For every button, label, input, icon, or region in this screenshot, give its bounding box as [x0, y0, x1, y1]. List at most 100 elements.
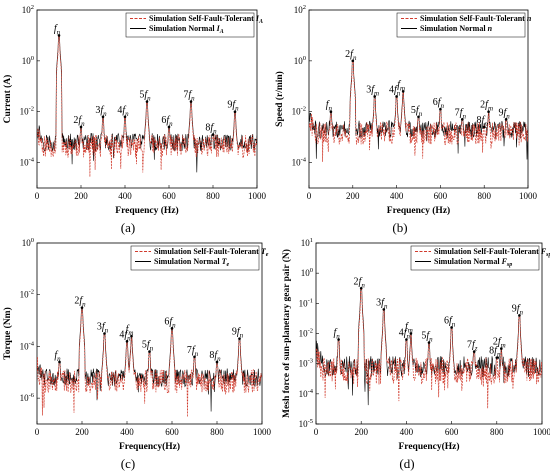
peak-label: 8fn — [205, 123, 217, 136]
chart-panel-a: fn 2fn 3fn 4fn 5fn 6fn 7fn 8fn 9fn 0 200 400 600 800 1… — [2, 4, 267, 235]
peak-label: 4fn — [119, 329, 131, 342]
legend-entry: Simulation Normal IA — [149, 24, 224, 35]
peak-point — [359, 286, 363, 290]
legend-box — [396, 12, 526, 38]
x-tick-label: 400 — [120, 427, 134, 437]
x-tick-label: 200 — [74, 191, 88, 201]
peak-point — [170, 327, 174, 330]
y-tick-label: 10-4 — [20, 340, 35, 351]
peak-label: 9fn — [498, 107, 510, 120]
peak-point — [329, 110, 333, 114]
peak-point — [148, 350, 151, 353]
legend: Simulation Self-Fault-Tolerant TeSimulat… — [130, 245, 269, 271]
y-axis-label: Speed (r/min) — [274, 71, 285, 127]
plot-frame — [308, 9, 529, 189]
peak-label: 7fz — [467, 340, 478, 353]
peak-point — [500, 347, 503, 350]
y-axis-label: Mesh force of sun-planetary gear pair (N… — [281, 249, 292, 418]
peak-label: 5fn — [411, 105, 423, 118]
x-tick-label: 1000 — [248, 191, 267, 201]
peak-label: 5fn — [421, 331, 433, 344]
y-tick-label: 10-3 — [299, 358, 313, 369]
y-tick-label: 100 — [22, 237, 34, 248]
peak-point — [482, 125, 486, 129]
legend-box — [130, 245, 260, 271]
x-tick-label: 800 — [206, 191, 220, 201]
legend: Simulation Self-Fault-Tolerant IASimulat… — [125, 12, 263, 38]
peak-label: 6fn — [164, 316, 176, 329]
y-tick-label: 10-5 — [299, 418, 313, 429]
y-axis-label: Current (A) — [2, 75, 13, 124]
legend: Simulation Self-Fault-Tolerant nSimulati… — [396, 12, 532, 38]
peak-label: 6fn — [433, 97, 445, 110]
peak-point — [123, 115, 127, 119]
y-tick-label: 100 — [22, 55, 34, 66]
peak-label: 7fn — [455, 107, 467, 120]
x-tick-label: 0 — [307, 191, 312, 201]
x-tick-label: 600 — [434, 191, 448, 201]
peak-point — [79, 125, 83, 129]
peak-label: 3fn — [95, 105, 107, 118]
x-tick-label: 200 — [75, 427, 89, 437]
y-tick-label: 10-2 — [20, 289, 34, 300]
peak-point — [382, 308, 386, 311]
peak-label: fm — [405, 322, 413, 335]
x-tick-label: 0 — [35, 191, 40, 201]
peak-point — [504, 118, 508, 121]
peak-label: 4fn — [399, 328, 411, 341]
peak-label: 4fn — [117, 105, 129, 118]
x-tick-label: 200 — [354, 427, 368, 437]
x-tick-label: 800 — [477, 191, 491, 201]
peak-point — [373, 95, 377, 98]
peak-label: 8fn — [477, 115, 489, 128]
peak-point — [130, 334, 133, 338]
peak-label: fm — [126, 324, 134, 337]
peak-label: 2fn — [73, 115, 85, 128]
peak-point — [233, 110, 237, 114]
x-tick-label: 0 — [314, 427, 319, 437]
peak-label: 9fn — [512, 303, 524, 316]
series-line-self-fault-tolerant — [37, 36, 257, 177]
x-tick-label: 0 — [35, 427, 40, 437]
x-axis-label: Frequency(Hz) — [398, 441, 459, 452]
peak-label: 8fn — [209, 350, 221, 363]
legend: Simulation Self-Fault-Tolerant FspSimula… — [410, 245, 550, 271]
peak-point — [337, 338, 340, 341]
peak-point — [215, 360, 219, 364]
y-tick-label: 10-6 — [20, 392, 35, 403]
peak-point — [409, 332, 413, 335]
peak-point — [167, 125, 171, 129]
peak-point — [193, 355, 196, 359]
y-tick-label: 10-4 — [292, 157, 307, 168]
x-tick-label: 600 — [445, 427, 459, 437]
x-tick-label: 600 — [162, 191, 176, 201]
x-tick-label: 800 — [490, 427, 504, 437]
peak-point — [401, 90, 405, 93]
peak-point — [125, 339, 129, 343]
y-tick-label: 10-4 — [299, 388, 314, 399]
peak-point — [417, 115, 420, 119]
peak-label: 7fn — [187, 345, 199, 358]
peak-point — [487, 110, 490, 114]
peak-label: fn — [326, 100, 333, 113]
y-tick-label: 10-2 — [20, 106, 34, 117]
peak-label: 9fn — [232, 327, 244, 340]
peak-point — [351, 59, 355, 63]
legend-entry: Simulation Self-Fault-Tolerant IA — [149, 14, 263, 25]
y-tick-label: 10-2 — [299, 328, 313, 339]
peak-label: 9fn — [227, 100, 239, 113]
peak-label: fn — [54, 350, 61, 363]
peak-point — [450, 326, 453, 329]
x-tick-label: 1000 — [533, 427, 550, 437]
peak-point — [518, 314, 521, 317]
peak-label: 2fm — [480, 100, 493, 113]
peak-point — [472, 350, 476, 353]
y-tick-label: 10-1 — [299, 297, 313, 308]
y-tick-label: 10-4 — [20, 157, 35, 168]
peak-label: 2fn — [354, 276, 366, 289]
y-tick-label: 102 — [22, 4, 34, 15]
series-line-self-fault-tolerant — [37, 308, 262, 417]
panel-tag: (c) — [121, 456, 135, 471]
